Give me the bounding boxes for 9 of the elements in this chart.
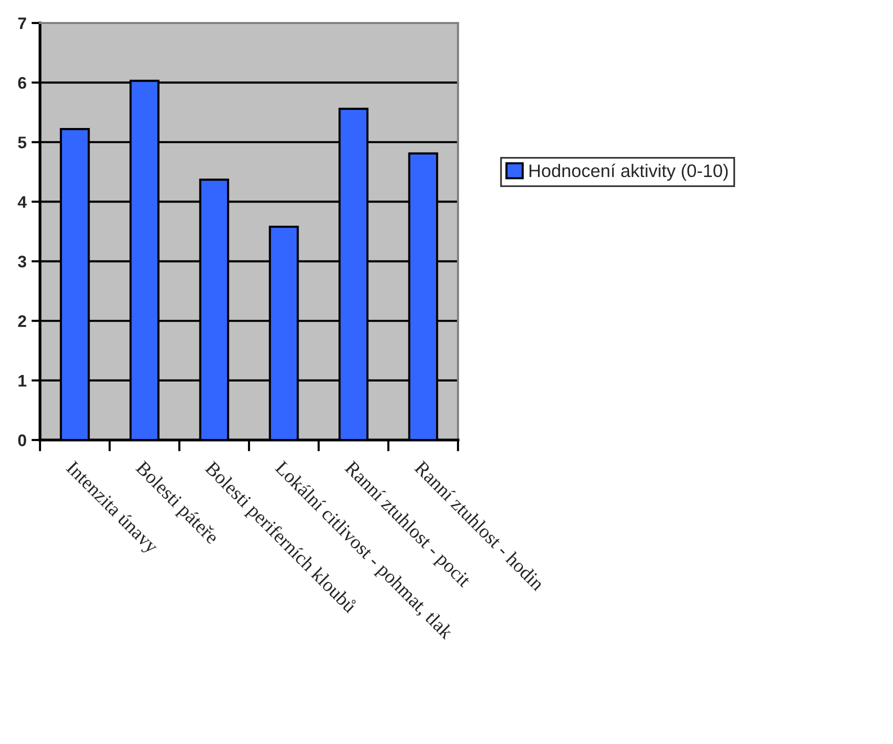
y-tick-label: 7 [18,18,26,30]
y-tick-label: 1 [18,375,26,386]
y-tick-label: 3 [18,256,26,268]
legend-label: Hodnocení aktivity (0-10) [530,164,728,181]
y-tick-label: 5 [18,136,26,148]
y-tick-label: 4 [18,196,27,208]
y-tick-label: 6 [18,76,26,89]
y-tick-label: 0 [18,434,26,446]
y-tick-label: 2 [18,315,26,327]
